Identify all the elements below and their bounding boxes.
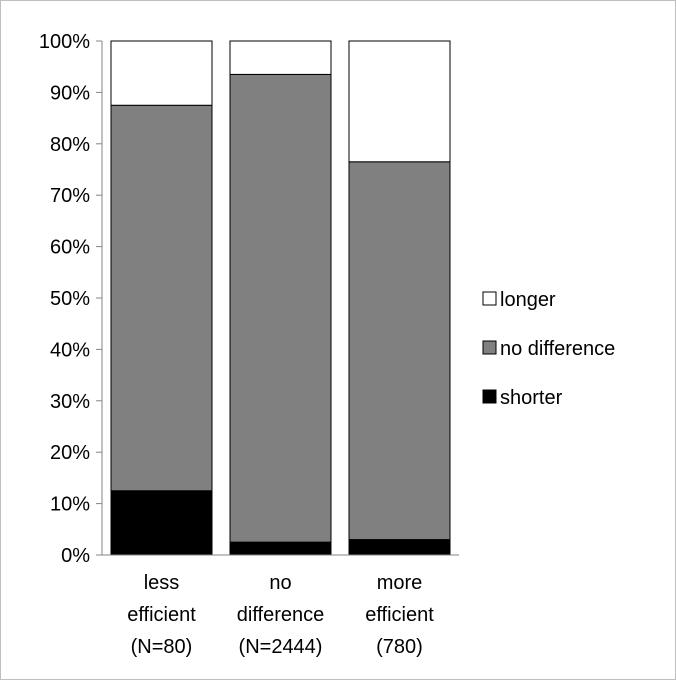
legend-label: shorter bbox=[500, 387, 563, 409]
bar-segment bbox=[229, 73, 332, 543]
y-tick-label: 0% bbox=[61, 545, 90, 567]
legend: longer no difference shorter bbox=[482, 289, 615, 409]
y-tick-label: 30% bbox=[50, 391, 90, 413]
bar-segment bbox=[110, 40, 213, 106]
y-tick-label: 50% bbox=[50, 288, 90, 310]
x-category-label: less efficient (N=80) bbox=[127, 572, 196, 658]
bar-segment bbox=[348, 539, 451, 556]
legend-swatch bbox=[482, 291, 497, 306]
y-tick-label: 100% bbox=[39, 31, 90, 53]
y-axis: 0% 10% 20% 30% 40% 50% 60% 70% 80% 90% 100% bbox=[39, 31, 103, 567]
y-tick-label: 70% bbox=[50, 185, 90, 207]
bars bbox=[110, 40, 451, 556]
y-tick-label: 60% bbox=[50, 237, 90, 259]
y-tick-label: 10% bbox=[50, 494, 90, 516]
x-axis: less efficient (N=80) no difference (N=2444) m… bbox=[102, 554, 459, 658]
bar-segment bbox=[110, 104, 213, 492]
y-tick-label: 20% bbox=[50, 442, 90, 464]
legend-label: longer bbox=[500, 289, 556, 311]
legend-swatch bbox=[482, 389, 497, 404]
x-category-label: more efficient (780) bbox=[365, 572, 434, 658]
y-tick-label: 90% bbox=[50, 82, 90, 104]
y-tick-label: 40% bbox=[50, 339, 90, 361]
bar-segment bbox=[110, 490, 213, 556]
bar-segment bbox=[229, 541, 332, 556]
bar-segment bbox=[348, 40, 451, 163]
x-category-label: no difference (N=2444) bbox=[237, 572, 324, 658]
bar-segment bbox=[348, 161, 451, 541]
y-tick-label: 80% bbox=[50, 134, 90, 156]
bar-segment bbox=[229, 40, 332, 75]
legend-label: no difference bbox=[500, 338, 615, 360]
legend-swatch bbox=[482, 340, 497, 355]
